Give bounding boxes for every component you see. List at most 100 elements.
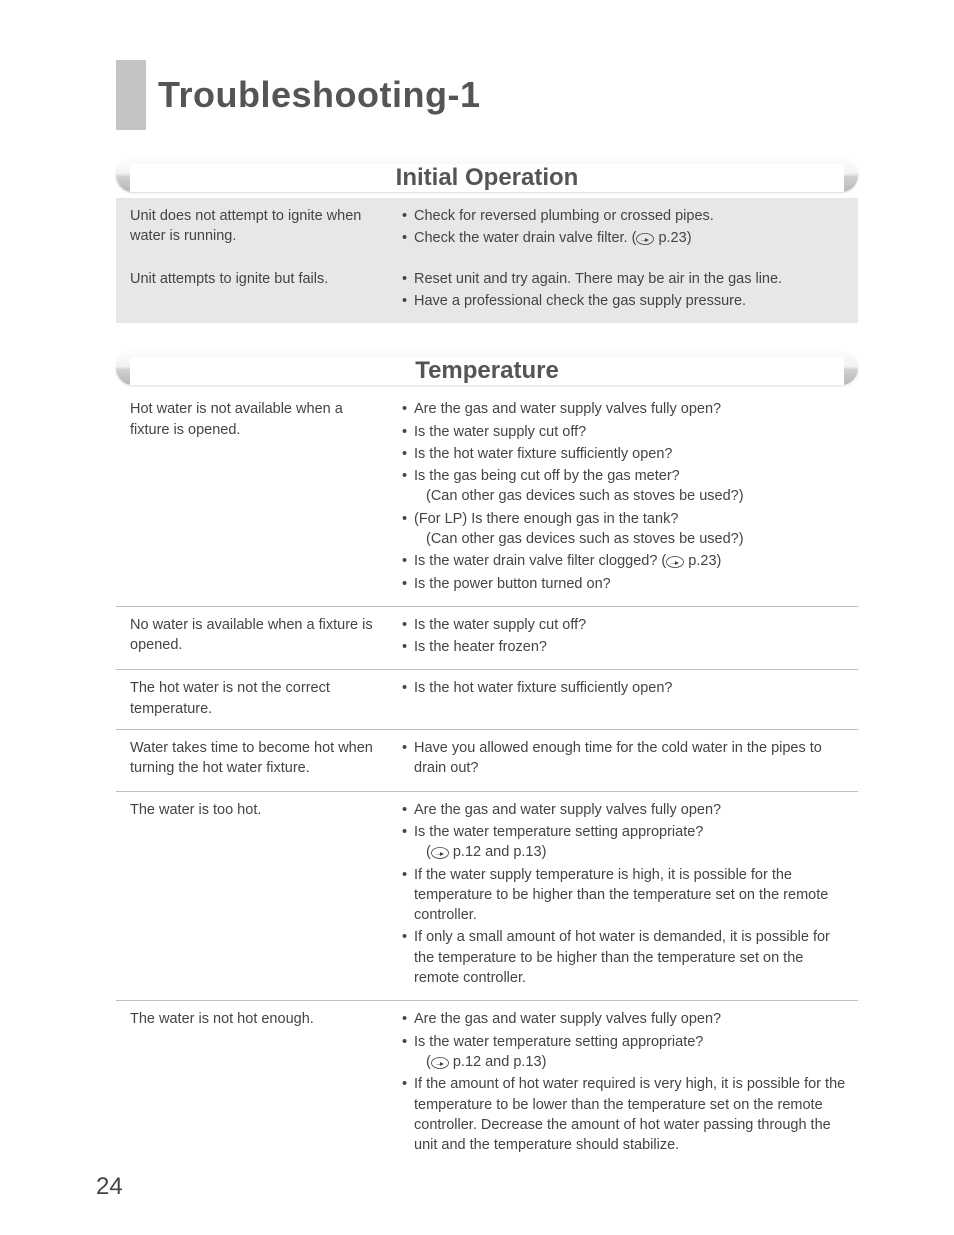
- table-row: Unit attempts to ignite but fails. Reset …: [116, 261, 858, 324]
- check-item: If only a small amount of hot water is d…: [402, 927, 848, 988]
- check-item: Is the water temperature setting appropr…: [402, 822, 848, 863]
- section: Temperature Hot water is not available wh…: [116, 351, 858, 1167]
- check-item: Have you allowed enough time for the col…: [402, 738, 848, 779]
- check-text: Is the power button turned on?: [414, 576, 611, 592]
- check-text: Is the water temperature setting appropr…: [414, 1034, 703, 1050]
- page-ref-icon: [666, 551, 684, 571]
- check-text: If only a small amount of hot water is d…: [414, 929, 830, 986]
- table-row: The water is not hot enough. Are the gas …: [116, 1001, 858, 1168]
- page-ref-icon: [431, 1052, 449, 1072]
- checks-cell: Have you allowed enough time for the col…: [388, 730, 858, 792]
- check-item: Is the water drain valve filter clogged?…: [402, 551, 848, 571]
- checks-cell: Are the gas and water supply valves full…: [388, 1001, 858, 1168]
- check-subtext: (Can other gas devices such as stoves be…: [414, 486, 848, 506]
- check-text: Check the water drain valve filter. (: [414, 230, 636, 246]
- checks-list: Check for reversed plumbing or crossed p…: [402, 206, 848, 249]
- table-row: The water is too hot. Are the gas and wat…: [116, 791, 858, 1001]
- troubleshooting-table: Unit does not attempt to ignite when wat…: [116, 198, 858, 323]
- check-text: Is the heater frozen?: [414, 639, 547, 655]
- page-ref-icon: [636, 228, 654, 248]
- checks-list: Is the water supply cut off? Is the heate…: [402, 615, 848, 658]
- check-text: Have you allowed enough time for the col…: [414, 740, 822, 776]
- check-text: Reset unit and try again. There may be a…: [414, 271, 782, 287]
- check-text: (For LP) Is there enough gas in the tank…: [414, 511, 678, 527]
- check-item: Check for reversed plumbing or crossed p…: [402, 206, 848, 226]
- check-text: Have a professional check the gas supply…: [414, 293, 746, 309]
- issue-cell: Unit does not attempt to ignite when wat…: [116, 198, 388, 261]
- troubleshooting-table: Hot water is not available when a fixtur…: [116, 391, 858, 1167]
- table-row: Water takes time to become hot when turn…: [116, 730, 858, 792]
- checks-cell: Reset unit and try again. There may be a…: [388, 261, 858, 324]
- table-row: Unit does not attempt to ignite when wat…: [116, 198, 858, 261]
- check-item: Is the water supply cut off?: [402, 422, 848, 442]
- checks-list: Reset unit and try again. There may be a…: [402, 269, 848, 312]
- page-ref-icon: [431, 842, 449, 862]
- manual-page: Troubleshooting-1 Initial Operation Unit …: [0, 0, 954, 1235]
- table-row: Hot water is not available when a fixtur…: [116, 391, 858, 606]
- check-text: Is the water drain valve filter clogged?…: [414, 553, 666, 569]
- check-text: Is the gas being cut off by the gas mete…: [414, 468, 680, 484]
- title-accent-block: [116, 60, 146, 130]
- checks-cell: Is the water supply cut off? Is the heate…: [388, 606, 858, 670]
- check-text: Are the gas and water supply valves full…: [414, 802, 721, 818]
- check-text: Are the gas and water supply valves full…: [414, 1011, 721, 1027]
- checks-list: Are the gas and water supply valves full…: [402, 399, 848, 594]
- check-text: Is the hot water fixture sufficiently op…: [414, 680, 672, 696]
- check-item: If the amount of hot water required is v…: [402, 1074, 848, 1155]
- check-text: If the water supply temperature is high,…: [414, 867, 828, 924]
- checks-cell: Are the gas and water supply valves full…: [388, 791, 858, 1001]
- check-item: Check the water drain valve filter. ( p.…: [402, 228, 848, 248]
- page-title: Troubleshooting-1: [158, 60, 480, 130]
- check-item: If the water supply temperature is high,…: [402, 865, 848, 926]
- check-text: Are the gas and water supply valves full…: [414, 401, 721, 417]
- checks-list: Is the hot water fixture sufficiently op…: [402, 678, 848, 698]
- check-subtext: (Can other gas devices such as stoves be…: [414, 529, 848, 549]
- page-ref-text: p.23: [688, 553, 716, 569]
- page-number: 24: [96, 1173, 123, 1201]
- checks-cell: Is the hot water fixture sufficiently op…: [388, 670, 858, 730]
- section-header-bar: Temperature: [116, 351, 858, 385]
- check-item: Is the power button turned on?: [402, 574, 848, 594]
- check-item: Is the hot water fixture sufficiently op…: [402, 678, 848, 698]
- check-item: Is the water supply cut off?: [402, 615, 848, 635]
- checks-cell: Are the gas and water supply valves full…: [388, 391, 858, 606]
- checks-list: Are the gas and water supply valves full…: [402, 800, 848, 989]
- sections-container: Initial Operation Unit does not attempt t…: [116, 158, 858, 1167]
- section-header-inner: Initial Operation: [130, 164, 844, 192]
- check-subref: ( p.12 and p.13): [414, 842, 848, 862]
- section: Initial Operation Unit does not attempt t…: [116, 158, 858, 323]
- check-text: Is the water temperature setting appropr…: [414, 824, 703, 840]
- check-item: Is the gas being cut off by the gas mete…: [402, 466, 848, 507]
- issue-cell: The hot water is not the correct tempera…: [116, 670, 388, 730]
- issue-cell: The water is not hot enough.: [116, 1001, 388, 1168]
- check-item: (For LP) Is there enough gas in the tank…: [402, 509, 848, 550]
- page-ref-text: p.23: [658, 230, 686, 246]
- check-text: Is the water supply cut off?: [414, 617, 586, 633]
- page-title-row: Troubleshooting-1: [116, 60, 858, 130]
- section-title: Temperature: [415, 357, 559, 385]
- table-row: The hot water is not the correct tempera…: [116, 670, 858, 730]
- check-item: Reset unit and try again. There may be a…: [402, 269, 848, 289]
- checks-list: Have you allowed enough time for the col…: [402, 738, 848, 779]
- section-header-bar: Initial Operation: [116, 158, 858, 192]
- issue-cell: The water is too hot.: [116, 791, 388, 1001]
- check-item: Are the gas and water supply valves full…: [402, 399, 848, 419]
- issue-cell: Unit attempts to ignite but fails.: [116, 261, 388, 324]
- check-item: Are the gas and water supply valves full…: [402, 800, 848, 820]
- check-item: Is the water temperature setting appropr…: [402, 1032, 848, 1073]
- section-header-inner: Temperature: [130, 357, 844, 385]
- check-item: Is the hot water fixture sufficiently op…: [402, 444, 848, 464]
- check-item: Are the gas and water supply valves full…: [402, 1009, 848, 1029]
- check-item: Is the heater frozen?: [402, 637, 848, 657]
- issue-cell: Hot water is not available when a fixtur…: [116, 391, 388, 606]
- issue-cell: Water takes time to become hot when turn…: [116, 730, 388, 792]
- checks-list: Are the gas and water supply valves full…: [402, 1009, 848, 1155]
- checks-cell: Check for reversed plumbing or crossed p…: [388, 198, 858, 261]
- check-text: Check for reversed plumbing or crossed p…: [414, 208, 714, 224]
- check-text: Is the hot water fixture sufficiently op…: [414, 446, 672, 462]
- section-title: Initial Operation: [396, 164, 579, 192]
- check-text-tail: ): [687, 230, 692, 246]
- check-text: If the amount of hot water required is v…: [414, 1076, 845, 1153]
- check-item: Have a professional check the gas supply…: [402, 291, 848, 311]
- check-subref: ( p.12 and p.13): [414, 1052, 848, 1072]
